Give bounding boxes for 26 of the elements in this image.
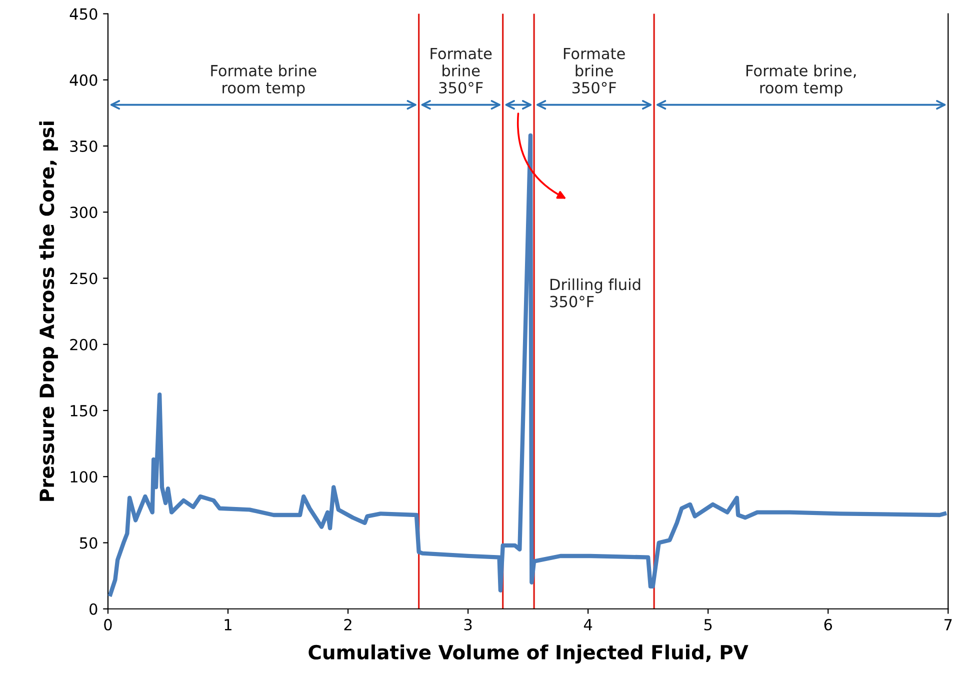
y-tick-label: 450 bbox=[70, 8, 98, 20]
x-tick-label: 7 bbox=[944, 619, 952, 630]
annotation: Formate brine, room temp bbox=[746, 64, 856, 96]
annotation: Drilling fluid 350°F bbox=[550, 278, 640, 308]
y-tick-label: 300 bbox=[70, 206, 98, 218]
y-tick-label: 150 bbox=[70, 404, 98, 417]
annotation: Formate brine 350°F bbox=[430, 48, 492, 94]
y-tick-label: 350 bbox=[70, 140, 98, 152]
x-tick-label: 6 bbox=[824, 618, 832, 630]
y-tick-label: 0 bbox=[90, 603, 98, 615]
annotation: Formate brine room temp bbox=[211, 64, 316, 96]
y-tick-label: 200 bbox=[70, 338, 98, 350]
line-series bbox=[108, 133, 947, 596]
x-tick-label: 1 bbox=[224, 619, 232, 630]
x-axis-title: Cumulative Volume of Injected Fluid, PV bbox=[308, 644, 748, 664]
x-tick-label: 3 bbox=[464, 618, 472, 630]
y-tick-label: 250 bbox=[70, 272, 98, 284]
annotation: Formate brine 350°F bbox=[564, 48, 625, 94]
x-tick-label: 5 bbox=[704, 619, 712, 630]
x-tick-label: 0 bbox=[104, 618, 112, 630]
y-tick-label: 50 bbox=[80, 537, 98, 549]
y-tick-label: 100 bbox=[70, 471, 98, 483]
x-tick-label: 2 bbox=[344, 618, 352, 630]
y-axis-title: Pressure Drop Across the Core, psi bbox=[39, 122, 58, 501]
x-tick-label: 4 bbox=[584, 619, 592, 630]
y-tick-label: 400 bbox=[70, 74, 98, 86]
